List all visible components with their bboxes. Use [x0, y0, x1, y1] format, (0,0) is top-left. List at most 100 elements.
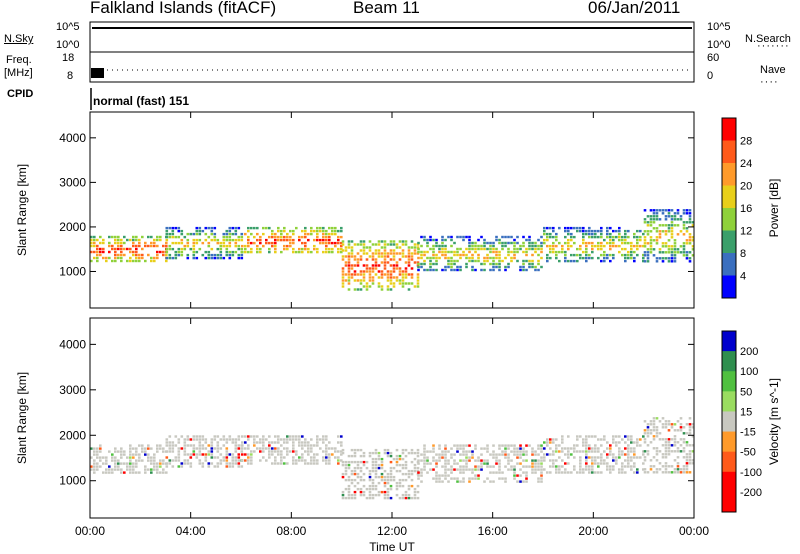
power-echo-cell	[165, 259, 168, 263]
power-echo-cell	[664, 224, 668, 227]
power-echo-cell	[540, 265, 543, 269]
power-echo-cell	[368, 276, 372, 279]
power-echo-cell	[627, 241, 630, 245]
velocity-echo-cell	[247, 456, 250, 459]
velocity-echo-cell	[126, 456, 129, 459]
power-echo-cell	[407, 261, 411, 264]
velocity-echo-cell	[664, 465, 668, 468]
nsky-tick-bottom: 10^0	[56, 39, 80, 51]
power-echo-cell	[340, 241, 343, 245]
power-echo-cell	[579, 226, 582, 230]
power-echo-cell	[398, 246, 402, 249]
power-echo-cell	[658, 230, 662, 233]
velocity-echo-cell	[543, 447, 546, 450]
velocity-echo-cell	[368, 451, 372, 455]
velocity-echo-cell	[292, 435, 295, 438]
velocity-echo-cell	[498, 462, 501, 465]
velocity-echo-cell	[189, 438, 193, 441]
power-echo-cell	[407, 273, 411, 276]
velocity-echo-cell	[298, 438, 301, 441]
power-echo-cell	[570, 238, 573, 242]
power-echo-cell	[340, 226, 343, 230]
power-echo-cell	[525, 259, 528, 263]
power-echo-cell	[132, 238, 135, 242]
velocity-echo-cell	[546, 471, 549, 474]
power-echo-cell	[561, 244, 564, 248]
velocity-echo-cell	[389, 454, 393, 458]
velocity-echo-cell	[144, 471, 147, 474]
colorbar-tick-label: -15	[740, 427, 756, 439]
velocity-echo-cell	[271, 450, 274, 453]
velocity-echo-cell	[483, 459, 486, 462]
velocity-echo-cell	[90, 447, 93, 450]
velocity-echo-cell	[507, 456, 510, 459]
colorbar-segment	[722, 118, 736, 141]
power-echo-cell	[404, 276, 408, 279]
velocity-echo-cell	[498, 444, 501, 447]
power-echo-cell	[441, 247, 444, 251]
velocity-echo-cell	[265, 459, 268, 462]
power-echo-cell	[268, 247, 271, 251]
velocity-echo-cell	[585, 468, 588, 471]
power-echo-cell	[450, 268, 453, 272]
power-echo-cell	[498, 265, 501, 269]
velocity-echo-cell	[558, 465, 561, 468]
velocity-echo-cell	[489, 453, 492, 456]
power-echo-cell	[416, 264, 420, 267]
velocity-echo-cell	[310, 456, 313, 459]
velocity-echo-cell	[642, 462, 645, 465]
velocity-echo-cell	[670, 450, 674, 453]
velocity-echo-cell	[377, 451, 381, 455]
power-echo-cell	[341, 270, 345, 273]
velocity-echo-cell	[147, 468, 150, 471]
velocity-echo-cell	[99, 447, 102, 450]
velocity-echo-cell	[591, 462, 594, 465]
power-echo-cell	[322, 250, 325, 254]
power-echo-cell	[576, 259, 579, 263]
power-echo-cell	[265, 238, 268, 242]
power-echo-cell	[465, 262, 468, 266]
velocity-echo-cell	[516, 456, 519, 459]
power-echo-cell	[371, 243, 375, 246]
velocity-echo-cell	[210, 462, 214, 465]
velocity-echo-cell	[328, 459, 331, 462]
velocity-echo-cell	[447, 450, 450, 453]
velocity-echo-cell	[250, 456, 253, 459]
velocity-echo-cell	[225, 447, 229, 450]
velocity-echo-cell	[398, 463, 402, 467]
velocity-echo-cell	[325, 435, 328, 438]
velocity-echo-cell	[591, 468, 594, 471]
velocity-echo-cell	[549, 438, 552, 441]
power-echo-cell	[322, 232, 325, 236]
velocity-echo-cell	[395, 454, 399, 458]
velocity-echo-cell	[429, 450, 432, 453]
velocity-echo-cell	[655, 417, 659, 420]
colorbar-segment	[722, 230, 736, 254]
power-echo-cell	[676, 233, 680, 236]
velocity-echo-cell	[250, 459, 253, 462]
power-echo-cell	[498, 259, 501, 263]
velocity-echo-cell	[444, 477, 447, 480]
velocity-echo-cell	[630, 459, 633, 462]
velocity-echo-cell	[362, 451, 366, 455]
velocity-echo-cell	[96, 468, 99, 471]
power-echo-cell	[661, 230, 665, 233]
velocity-echo-cell	[435, 465, 438, 468]
power-echo-cell	[618, 244, 621, 248]
velocity-echo-cell	[516, 474, 519, 477]
velocity-echo-cell	[240, 450, 244, 453]
velocity-echo-cell	[507, 462, 510, 465]
power-echo-cell	[377, 276, 381, 279]
velocity-echo-cell	[410, 472, 414, 476]
velocity-echo-cell	[534, 468, 537, 471]
velocity-echo-cell	[344, 466, 348, 470]
power-echo-cell	[579, 244, 582, 248]
velocity-echo-cell	[286, 453, 289, 456]
velocity-echo-cell	[519, 453, 522, 456]
power-echo-cell	[582, 241, 585, 245]
velocity-echo-cell	[135, 453, 138, 456]
power-echo-cell	[537, 262, 540, 266]
power-echo-cell	[591, 256, 594, 260]
power-echo-cell	[237, 247, 241, 251]
